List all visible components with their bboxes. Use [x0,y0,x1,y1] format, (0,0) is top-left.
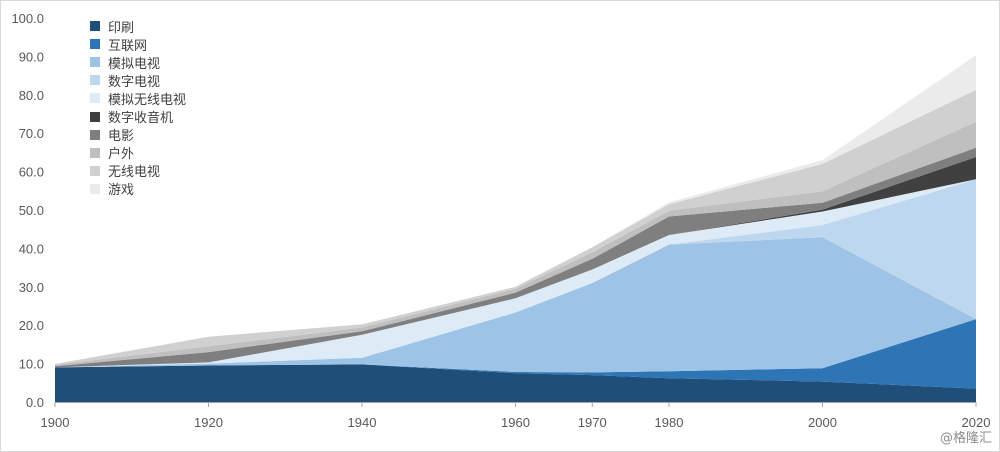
y-tick-label: 50.0 [19,203,44,218]
x-tick-label: 1940 [348,415,377,430]
legend-label: 电影 [108,129,135,145]
legend-label: 模拟无线电视 [108,92,187,108]
legend-label: 户外 [108,147,135,163]
legend-item: 户外 [90,144,186,162]
y-tick-label: 40.0 [19,241,44,256]
legend-label: 互联网 [108,38,148,54]
x-tick-label: 1900 [41,415,70,430]
legend-swatch [90,21,100,32]
y-tick-label: 30.0 [19,280,44,295]
legend-label: 模拟电视 [108,56,161,72]
legend-label: 数字收音机 [108,111,174,127]
x-tick-label: 1960 [501,415,530,430]
legend-swatch [90,57,100,68]
legend-label: 印刷 [108,20,135,36]
legend-item: 互联网 [90,35,186,54]
legend-swatch [90,75,100,86]
legend-swatch [90,39,100,50]
legend-item: 无线电视 [90,162,186,180]
watermark: @格隆汇 [939,431,992,446]
y-tick-label: 80.0 [19,88,44,103]
area-series-0 [55,364,976,402]
y-tick-label: 100.0 [11,11,44,26]
legend-label: 数字电视 [108,74,161,90]
legend-item: 游戏 [90,180,186,198]
y-tick-label: 90.0 [19,49,44,64]
legend-item: 模拟电视 [90,53,186,72]
legend-swatch [90,183,100,194]
legend: 印刷互联网模拟电视数字电视模拟无线电视 数字收音机电影户外无线电视游戏 [90,17,186,198]
legend-swatch [90,147,100,158]
area-series-4 [55,179,976,368]
legend-label: 游戏 [108,183,135,199]
legend-swatch [90,165,100,176]
x-tick-label: 1970 [578,415,607,430]
legend-item: 印刷 [90,17,186,36]
area-series-2 [55,237,976,373]
x-tick-label: 1980 [655,415,684,430]
x-tick-label: 2000 [808,415,837,430]
legend-item: 数字电视 [90,71,186,90]
legend-item: 电影 [90,126,186,144]
legend-swatch [90,129,100,140]
legend-swatch [90,93,100,104]
legend-swatch [90,111,100,122]
x-tick-label: 1920 [194,415,223,430]
y-tick-label: 10.0 [19,357,44,372]
legend-label: 无线电视 [108,165,161,181]
legend-item: 模拟无线电视 [90,89,187,108]
y-tick-label: 20.0 [19,318,44,333]
y-tick-label: 70.0 [19,126,44,141]
area-series-1 [55,319,976,389]
y-tick-label: 0.0 [26,395,44,410]
legend-item: 数字收音机 [90,107,186,127]
x-tick-label: 2020 [962,415,991,430]
y-tick-label: 60.0 [19,165,44,180]
